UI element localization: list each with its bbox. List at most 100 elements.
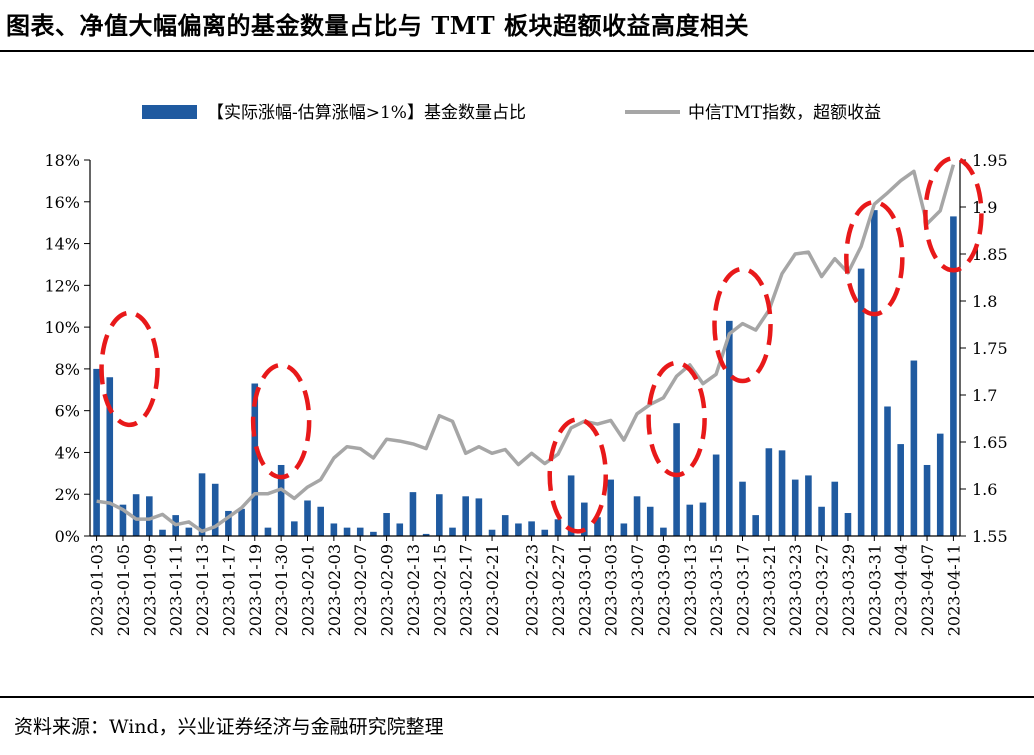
bar (923, 464, 931, 536)
bar (567, 475, 575, 536)
right-tick-label: 1.65 (972, 433, 1008, 452)
bar (660, 527, 667, 536)
bar (132, 494, 140, 536)
highlight-ellipse (250, 362, 312, 480)
x-tick-label: 2023-04-11 (944, 544, 963, 636)
left-tick-label: 8% (55, 360, 80, 379)
x-tick-label: 2023-03-29 (839, 544, 858, 636)
legend-bar-label: 【实际涨幅-估算涨幅>1%】基金数量占比 (207, 103, 526, 123)
bar (370, 531, 377, 536)
x-tick-label: 2023-03-03 (602, 544, 621, 636)
right-tick-label: 1.85 (972, 245, 1008, 264)
bottom-divider (0, 696, 1034, 698)
x-tick-label: 2023-03-01 (575, 544, 594, 636)
bar (422, 533, 430, 536)
x-tick-label: 2023-02-21 (483, 544, 502, 636)
bar (752, 515, 759, 536)
bar (501, 515, 509, 536)
bar (159, 529, 166, 536)
bar (646, 506, 654, 536)
left-tick-label: 4% (55, 443, 80, 462)
x-tick-label: 2023-02-03 (325, 544, 344, 636)
bar (686, 504, 694, 536)
x-tick-label: 2023-04-04 (892, 544, 911, 636)
x-tick-label: 2023-01-17 (219, 544, 238, 636)
left-axis: 0% 2% 4% 6% 8% 10% 12% 14% 16% 18% (44, 151, 91, 546)
bar (146, 496, 153, 536)
highlight-ellipse (712, 266, 773, 384)
bar (699, 502, 707, 536)
x-tick-label: 2023-01-13 (193, 544, 212, 636)
bar (528, 521, 535, 536)
x-axis: 2023-01-03 2023-01-05 2023-01-09 2023-01-11… (88, 535, 963, 636)
bar (198, 473, 206, 536)
x-tick-label: 2023-03-31 (865, 544, 884, 636)
bar (185, 527, 193, 536)
bar (818, 506, 825, 536)
bar (778, 450, 786, 536)
line-series (96, 164, 956, 534)
legend-line-label: 中信TMT指数，超额收益 (688, 103, 881, 123)
bar (291, 521, 298, 536)
bar (515, 523, 522, 536)
right-tick-label: 1.9 (972, 198, 997, 217)
right-tick-label: 1.75 (972, 339, 1008, 358)
bar (726, 320, 733, 536)
top-divider (0, 50, 1034, 52)
bar (211, 483, 219, 536)
bar (857, 268, 865, 536)
left-tick-label: 6% (55, 402, 80, 421)
x-tick-label: 2023-02-01 (299, 544, 318, 636)
bar (343, 527, 351, 536)
bar-series (93, 210, 957, 536)
x-tick-label: 2023-03-21 (760, 544, 779, 636)
right-tick-label: 1.6 (972, 480, 997, 499)
bar (449, 527, 456, 536)
tmt-excess-return-line (96, 164, 956, 534)
x-tick-label: 2023-02-07 (351, 544, 370, 636)
right-tick-label: 1.55 (972, 527, 1008, 546)
bar (383, 513, 390, 536)
x-tick-label: 2023-03-07 (628, 544, 647, 636)
x-tick-label: 2023-02-17 (457, 544, 476, 636)
x-tick-label: 2023-01-30 (272, 544, 291, 636)
x-tick-label: 2023-04-07 (918, 544, 937, 636)
left-tick-label: 0% (55, 527, 80, 546)
bar (554, 519, 562, 536)
right-tick-label: 1.95 (972, 151, 1008, 170)
bar (910, 360, 918, 536)
x-tick-label: 2023-02-09 (378, 544, 397, 636)
left-tick-label: 2% (55, 485, 80, 504)
x-tick-label: 2023-03-13 (681, 544, 700, 636)
bar (739, 481, 746, 536)
x-tick-label: 2023-01-11 (167, 544, 186, 636)
right-tick-label: 1.7 (972, 386, 997, 405)
x-tick-label: 2023-01-03 (88, 544, 107, 636)
right-tick-label: 1.8 (972, 292, 997, 311)
bar (950, 216, 957, 536)
highlight-ellipse (99, 310, 160, 428)
left-tick-label: 16% (44, 193, 80, 212)
bar (673, 423, 680, 536)
bar (436, 494, 443, 536)
bar (884, 406, 891, 536)
highlight-ellipse (844, 199, 905, 317)
right-axis: 1.55 1.6 1.65 1.7 1.75 1.8 1.85 1.9 1.95 (959, 151, 1008, 546)
bar (765, 448, 773, 536)
bar (805, 475, 812, 536)
page-title: 图表、净值大幅偏离的基金数量占比与 TMT 板块超额收益高度相关 (6, 11, 749, 40)
x-tick-label: 2023-03-23 (786, 544, 805, 636)
bar (897, 444, 904, 536)
chart-legend: 【实际涨幅-估算涨幅>1%】基金数量占比 中信TMT指数，超额收益 (142, 103, 881, 123)
x-tick-label: 2023-01-09 (140, 544, 159, 636)
bar (264, 527, 272, 536)
left-tick-label: 12% (44, 276, 80, 295)
bar (93, 368, 100, 536)
x-tick-label: 2023-03-09 (654, 544, 673, 636)
bar-line-chart: 【实际涨幅-估算涨幅>1%】基金数量占比 中信TMT指数，超额收益 0% 2% 4%… (44, 103, 1008, 636)
bar (712, 454, 720, 536)
bar (317, 506, 324, 536)
bar (238, 508, 245, 536)
highlight-ellipse (646, 360, 707, 478)
bar (936, 433, 944, 536)
